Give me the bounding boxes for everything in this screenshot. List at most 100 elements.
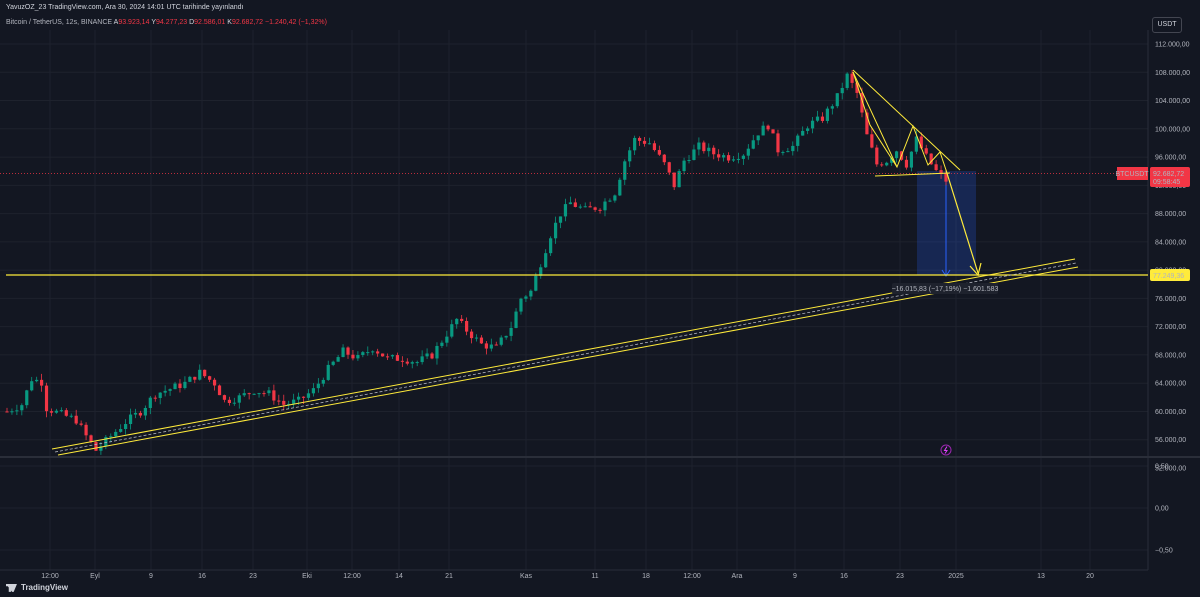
candle-body [35,379,39,382]
price-badge-value: 92.682,72 [1153,171,1184,178]
target-arrow[interactable] [945,169,979,274]
measure-label-bg [892,283,998,294]
candle-body [301,396,306,398]
candle-body [939,170,943,174]
oscillator-tick-label: 0,00 [1155,506,1169,513]
candle-body [326,364,330,380]
candle-body [188,376,192,382]
candle-body [578,206,582,208]
candle-body [59,410,63,412]
channel-midline [54,262,1077,453]
candle-body [781,152,785,154]
candle-body [321,379,325,384]
candle-body [702,142,706,152]
candle-body [845,73,849,88]
candle-body [909,151,914,168]
candle-body [212,379,217,386]
candle-body [366,352,370,354]
candle-body [153,397,157,399]
candle-body [806,128,810,131]
candle-body [603,201,607,211]
candle-body [514,311,518,328]
candle-body [94,441,98,451]
open-label: A [113,19,119,26]
target-arrowhead-icon [969,262,982,277]
candle-body [796,135,800,146]
time-tick-label: 21 [445,573,453,580]
price-badge-bg [1150,167,1190,187]
price-tick-label: 108.000,00 [1155,70,1190,77]
candle-body [49,411,54,413]
candle-body [54,410,59,413]
candle-body [445,336,449,343]
candle-body [232,402,236,404]
change-value: −1.240,42 (−1,32%) [265,19,327,26]
candle-body [667,162,671,173]
candle-body [815,116,820,121]
wedge-upper-line[interactable] [852,69,961,171]
candle-body [469,331,474,339]
candle-body [104,437,108,447]
price-chart[interactable]: 112.000,00 108.000,00 104.000,00 100.000,00… [0,0,1200,580]
channel-lower-line[interactable] [57,266,1079,456]
candle-body [163,390,167,393]
candle-body [504,335,508,338]
candle-body [860,92,864,113]
candle-body [390,355,395,357]
candle-body [593,207,597,210]
candle-body [74,415,78,424]
price-tick-label: 52.000,00 [1155,466,1186,473]
candle-body [465,320,469,332]
candle-body [776,133,780,153]
candle-body [252,393,256,395]
candle-body [919,136,923,149]
candle-body [311,388,316,394]
candle-body [39,379,44,386]
price-axis[interactable]: 112.000,00 108.000,00 104.000,00 100.000,00… [1155,42,1190,473]
candle-body [890,158,894,163]
time-tick-label: 12:00 [343,573,361,580]
candle-body [722,155,726,158]
wedge-lower-line[interactable] [874,172,951,177]
candle-body [267,390,271,394]
candle-body [618,179,622,196]
candle-body [79,423,83,425]
level-badge-bg [1150,269,1190,281]
candle-body [44,385,49,412]
symbol-name[interactable]: Bitcoin / TetherUS, 12s, BINANCE [6,19,113,26]
candle-body [608,200,612,202]
candle-body [15,410,19,412]
oscillator-axis[interactable]: 0,50 0,00 −0,50 [1155,464,1173,555]
candle-body [494,344,498,346]
symbol-info-row: Bitcoin / TetherUS, 12s, BINANCE A93.923… [6,19,327,26]
candle-body [114,431,118,437]
candle-body [736,158,741,160]
time-axis[interactable]: 12:00 Eyl 9 16 23 Eki 12:00 14 21 Kas 11 18 12:00 Ara… [41,573,1094,580]
candle-body [178,383,182,389]
currency-button[interactable]: USDT [1152,17,1182,33]
candle-body [637,137,642,141]
candle-body [855,82,859,93]
candle-body [183,381,187,389]
candle-body [588,206,592,208]
lightning-icon[interactable] [940,444,952,456]
oscillator-tick-label: −0,50 [1155,548,1173,555]
candle-body [558,216,563,223]
candle-body [262,393,266,395]
candle-body [692,149,696,160]
price-projection-path[interactable] [852,71,947,171]
candle-body [376,351,380,354]
candle-body [850,73,854,83]
measure-label: −16.015,83 (−17,19%) −1.601.583 [892,286,999,293]
candle-body [361,352,365,356]
time-tick-label: 14 [395,573,403,580]
candle-body [455,318,459,325]
candle-body [697,142,701,150]
candle-body [148,397,152,408]
tradingview-logo[interactable]: TradingView [6,583,68,592]
time-tick-label: 18 [642,573,650,580]
price-tick-label: 56.000,00 [1155,437,1186,444]
candle-body [741,155,745,159]
candle-body [830,106,834,109]
open-value: 93.923,14 [118,19,150,26]
